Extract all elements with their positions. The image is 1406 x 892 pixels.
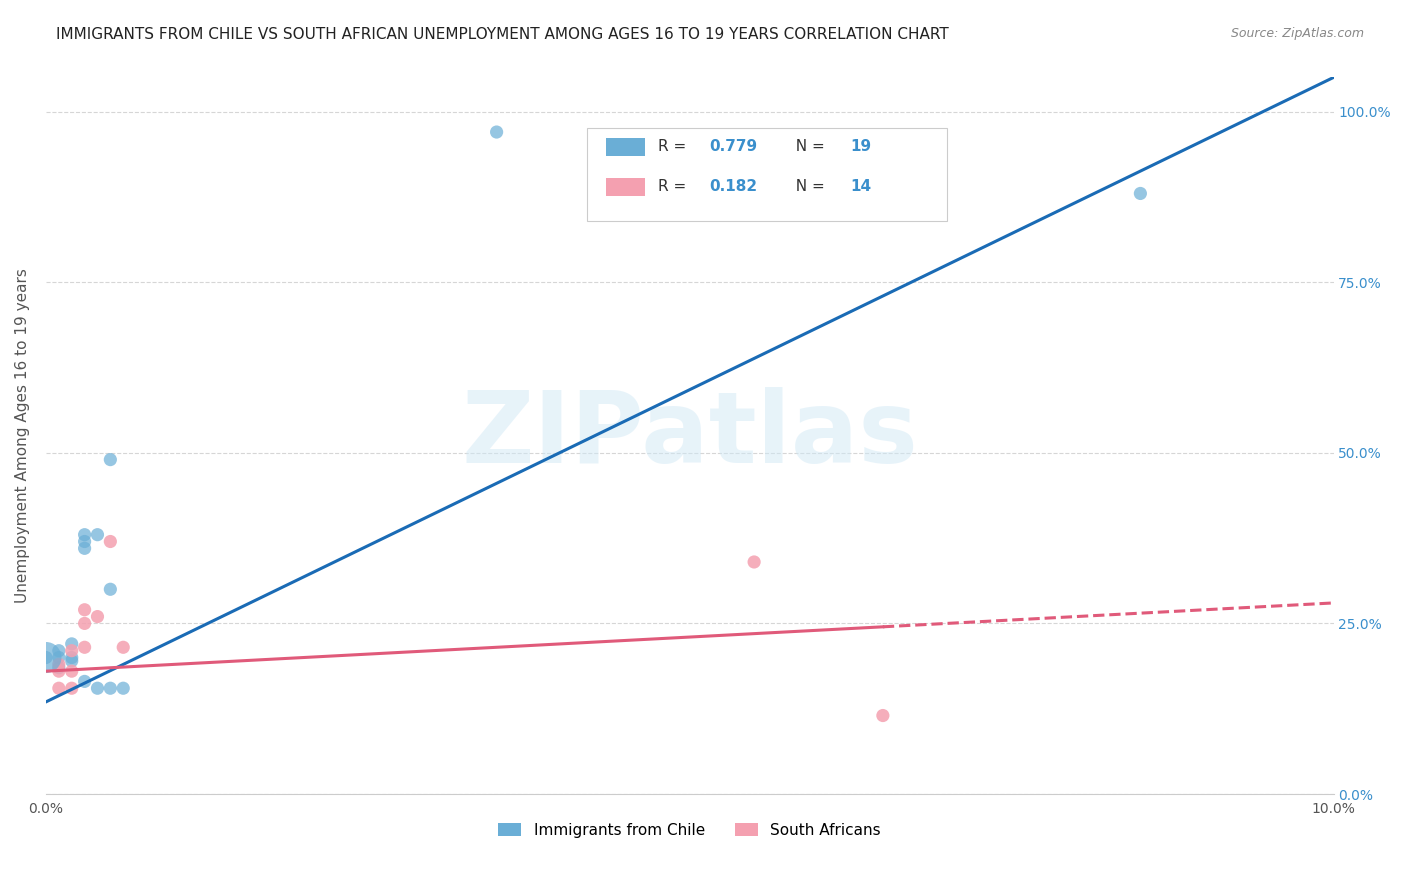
Point (35, 650, 58, 665)
Text: 0.779: 0.779 (709, 139, 758, 153)
Point (73, 640, 96, 655)
Point (98, 534, 121, 549)
Point (60, 650, 83, 665)
Point (73, 674, 96, 689)
Bar (586, 128, 948, 220)
Point (60, 654, 83, 668)
Point (60, 664, 83, 678)
Point (73, 534, 96, 549)
Text: R =: R = (658, 179, 690, 194)
Point (48, 643, 70, 657)
Point (1129, 186, 1152, 201)
Point (48, 681, 70, 696)
Point (73, 603, 96, 617)
Text: IMMIGRANTS FROM CHILE VS SOUTH AFRICAN UNEMPLOYMENT AMONG AGES 16 TO 19 YEARS CO: IMMIGRANTS FROM CHILE VS SOUTH AFRICAN U… (56, 27, 949, 42)
Point (98, 681, 121, 696)
Text: 14: 14 (851, 179, 872, 194)
Point (86, 681, 108, 696)
Point (86, 609, 108, 624)
Bar (606, 178, 645, 195)
Point (742, 555, 765, 569)
Point (73, 616, 96, 631)
Text: N =: N = (786, 139, 830, 153)
Point (485, 125, 508, 139)
Text: R =: R = (658, 139, 690, 153)
Point (872, 708, 894, 723)
Legend: Immigrants from Chile, South Africans: Immigrants from Chile, South Africans (492, 816, 887, 844)
Point (35, 650, 58, 665)
Point (112, 681, 135, 696)
Point (60, 681, 83, 696)
Point (98, 452, 121, 467)
Point (86, 527, 108, 541)
Text: 0.182: 0.182 (709, 179, 758, 194)
Text: 19: 19 (851, 139, 872, 153)
Point (98, 582, 121, 597)
Bar (606, 138, 645, 156)
Text: Source: ZipAtlas.com: Source: ZipAtlas.com (1230, 27, 1364, 40)
Point (60, 637, 83, 651)
Point (60, 643, 83, 657)
Point (112, 640, 135, 655)
Y-axis label: Unemployment Among Ages 16 to 19 years: Unemployment Among Ages 16 to 19 years (15, 268, 30, 603)
Point (48, 657, 70, 672)
Point (73, 527, 96, 541)
Text: N =: N = (786, 179, 830, 194)
Text: ZIPatlas: ZIPatlas (461, 387, 918, 484)
Point (48, 664, 70, 678)
Point (48, 661, 70, 675)
Point (48, 650, 70, 665)
Point (73, 541, 96, 556)
